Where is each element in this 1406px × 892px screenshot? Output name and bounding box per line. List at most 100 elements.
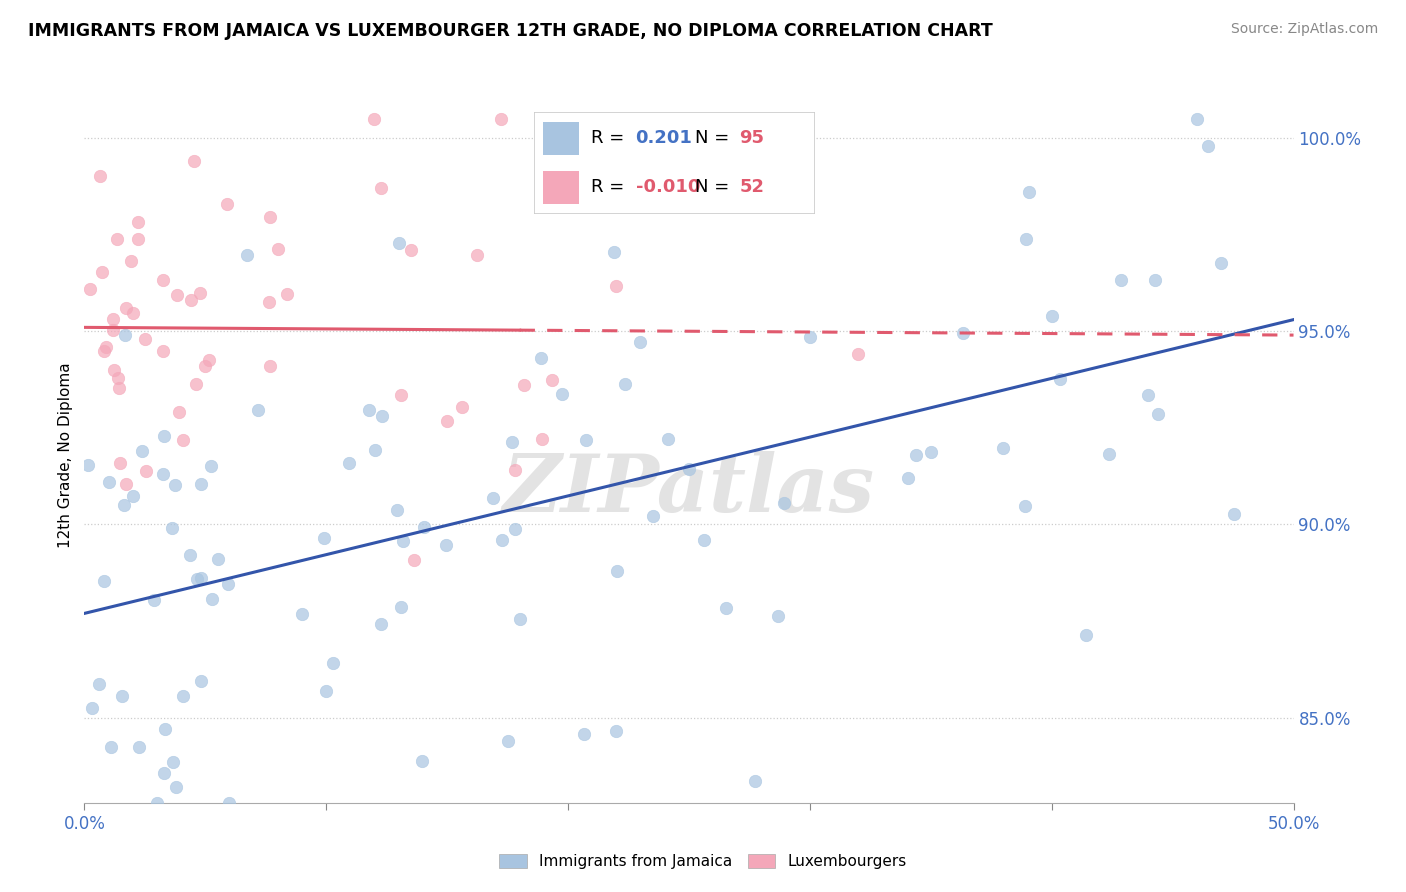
Point <box>94 340 117 354</box>
Text: N =: N = <box>695 129 734 147</box>
Point <box>166 288 188 302</box>
Point <box>76 458 98 473</box>
Point <box>160 521 183 535</box>
Point <box>363 112 385 126</box>
Point <box>412 519 434 533</box>
Point <box>111 689 134 703</box>
Point <box>259 210 281 224</box>
Point <box>108 381 131 395</box>
Point <box>357 403 380 417</box>
Point <box>93 344 115 359</box>
Text: 95: 95 <box>740 129 765 147</box>
Point <box>114 328 136 343</box>
Point <box>315 684 337 698</box>
Point <box>1018 185 1040 199</box>
Point <box>513 377 536 392</box>
Point <box>121 489 143 503</box>
Point <box>197 353 219 368</box>
Point <box>714 600 737 615</box>
Point <box>190 476 212 491</box>
Point <box>194 359 217 374</box>
Point <box>370 181 392 195</box>
Point <box>146 796 169 810</box>
Point <box>291 607 314 622</box>
Bar <box>543 171 579 204</box>
Point <box>643 508 665 523</box>
Point <box>1197 139 1219 153</box>
Point <box>79 281 101 295</box>
Point <box>103 362 125 376</box>
Point <box>93 574 115 589</box>
Text: N =: N = <box>695 178 734 196</box>
Point <box>531 432 554 446</box>
Point <box>1014 499 1036 513</box>
Point <box>846 347 869 361</box>
Point <box>180 293 202 308</box>
Point <box>218 576 240 591</box>
Point <box>172 433 194 447</box>
Text: Source: ZipAtlas.com: Source: ZipAtlas.com <box>1230 22 1378 37</box>
Point <box>207 551 229 566</box>
Point <box>165 478 187 492</box>
Point <box>1098 446 1121 460</box>
Point <box>744 774 766 789</box>
Point <box>509 612 531 626</box>
Point <box>1209 255 1232 269</box>
Point <box>1147 407 1170 421</box>
Point <box>1014 232 1036 246</box>
Point <box>108 456 131 470</box>
Point <box>1222 507 1244 521</box>
Point <box>190 673 212 688</box>
Point <box>153 766 176 780</box>
Point <box>1109 273 1132 287</box>
Point <box>389 600 412 615</box>
Point <box>496 734 519 748</box>
Point <box>218 796 240 810</box>
Point <box>530 351 553 366</box>
Point <box>603 245 626 260</box>
Point <box>952 326 974 340</box>
Point <box>481 491 503 506</box>
Point <box>1049 372 1071 386</box>
Point <box>152 273 174 287</box>
Point <box>657 432 679 446</box>
Point <box>190 570 212 584</box>
Point <box>920 445 942 459</box>
Point <box>107 371 129 385</box>
Point <box>993 441 1015 455</box>
Point <box>489 112 512 126</box>
Point <box>152 344 174 359</box>
Text: 52: 52 <box>740 178 765 196</box>
Point <box>605 723 627 738</box>
Point <box>766 609 789 624</box>
Point <box>201 592 224 607</box>
Point <box>451 400 474 414</box>
Point <box>134 332 156 346</box>
Point <box>605 279 627 293</box>
Point <box>572 727 595 741</box>
Point <box>606 564 628 578</box>
Point <box>91 265 114 279</box>
Point <box>389 388 412 402</box>
Point <box>541 374 564 388</box>
Point <box>120 254 142 268</box>
Point <box>339 456 361 470</box>
Point <box>122 306 145 320</box>
Y-axis label: 12th Grade, No Diploma: 12th Grade, No Diploma <box>58 362 73 548</box>
Point <box>772 495 794 509</box>
Point <box>1040 309 1063 323</box>
Text: IMMIGRANTS FROM JAMAICA VS LUXEMBOURGER 12TH GRADE, NO DIPLOMA CORRELATION CHART: IMMIGRANTS FROM JAMAICA VS LUXEMBOURGER … <box>28 22 993 40</box>
Point <box>127 215 149 229</box>
Bar <box>543 122 579 154</box>
Point <box>103 323 125 337</box>
Point <box>105 232 128 246</box>
Point <box>1074 627 1097 641</box>
Text: ZIPatlas: ZIPatlas <box>503 451 875 528</box>
Point <box>135 464 157 478</box>
Point <box>128 739 150 754</box>
Point <box>402 553 425 567</box>
Point <box>188 286 211 301</box>
Point <box>799 330 821 344</box>
Point <box>80 700 103 714</box>
Point <box>491 533 513 548</box>
